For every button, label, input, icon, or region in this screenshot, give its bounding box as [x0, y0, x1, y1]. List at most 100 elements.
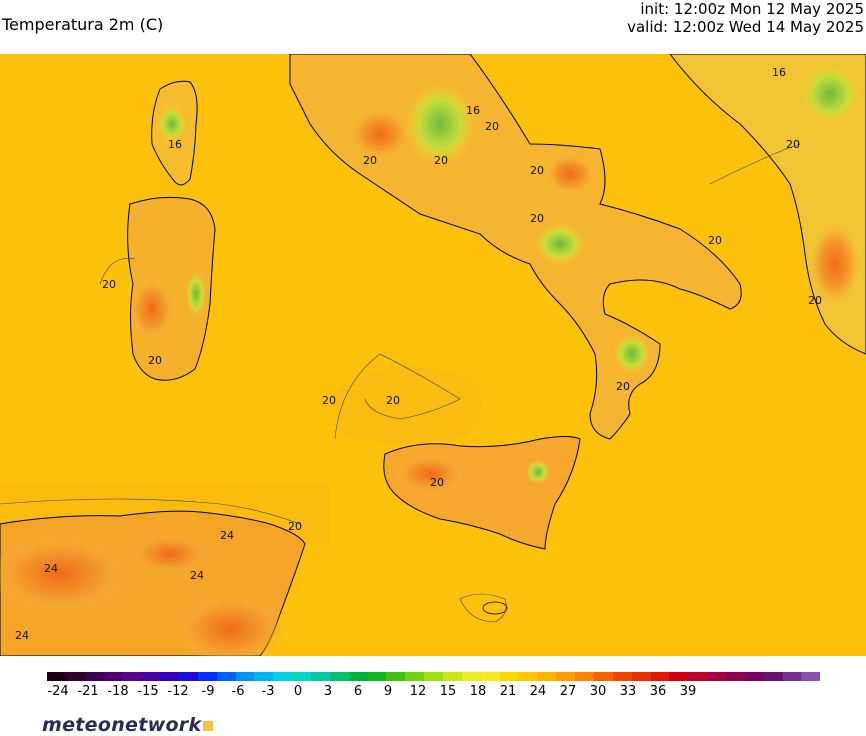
contour-label: 24 — [190, 569, 204, 582]
colorbar-tick-label: 27 — [559, 684, 577, 699]
colorbar-swatch — [405, 672, 425, 681]
colorbar-swatch — [669, 672, 689, 681]
colorbar-swatch — [801, 672, 821, 681]
heat-core-lazio — [350, 109, 410, 159]
cool-core-albania — [800, 64, 860, 124]
colorbar-swatch — [103, 672, 123, 681]
contour-label: 20 — [485, 120, 499, 133]
colorbar-swatch — [386, 672, 406, 681]
colorbar-swatch — [612, 672, 632, 681]
contour-label: 20 — [786, 138, 800, 151]
heat-core-algeria — [0, 534, 130, 614]
brand-square-icon — [203, 721, 214, 731]
heat-core-tunisia-coast — [130, 534, 210, 574]
colorbar-swatch — [141, 672, 161, 681]
colorbar-swatch — [480, 672, 500, 681]
contour-label: 20 — [808, 294, 822, 307]
contour-label: 20 — [616, 380, 630, 393]
heat-core-tunisia — [175, 594, 285, 656]
colorbar-tick-label: 6 — [353, 684, 363, 699]
colorbar-swatch — [744, 672, 764, 681]
colorbar-swatch — [160, 672, 180, 681]
colorbar-swatch — [537, 672, 557, 681]
colorbar-swatch — [424, 672, 444, 681]
contour-label: 24 — [220, 529, 234, 542]
brand-logo: meteonetwork — [42, 714, 214, 736]
colorbar-swatch — [292, 672, 312, 681]
colorbar-swatch — [707, 672, 726, 681]
cool-core-sardinia — [186, 272, 206, 316]
colorbar-swatch — [575, 672, 594, 681]
colorbar-swatch — [461, 672, 481, 681]
colorbar-tick-label: 30 — [589, 684, 607, 699]
land-malta — [482, 601, 508, 615]
colorbar-tick-label: 24 — [529, 684, 547, 699]
colorbar-swatch — [593, 672, 613, 681]
colorbar-tick-label: -21 — [77, 684, 99, 699]
contour-label: 20 — [430, 476, 444, 489]
brand-name: meteonetwork — [42, 714, 202, 736]
colorbar-swatch — [782, 672, 802, 681]
sea-warm-patch — [330, 367, 483, 444]
colorbar-swatch — [122, 672, 142, 681]
map-title: Temperatura 2m (C) — [2, 15, 164, 34]
colorbar-swatch — [348, 672, 368, 681]
colorbar-tick-label: 0 — [293, 684, 303, 699]
colorbar-swatch — [235, 672, 255, 681]
contour-20-ionian — [709, 143, 801, 185]
colorbar-ticks: -24 -21 -18 -15 -12 -9 -6 -3 0 3 6 9 12 15 18 21 24 27 30 3… — [0, 684, 866, 700]
cool-core-apennines — [405, 84, 475, 164]
colorbar-swatch — [367, 672, 387, 681]
colorbar-tick-label: 12 — [409, 684, 427, 699]
colorbar-tick-label: -9 — [201, 684, 215, 699]
heat-core-greece-coast — [810, 224, 860, 304]
contour-label: 20 — [148, 354, 162, 367]
colorbar-swatch — [84, 672, 104, 681]
colorbar-swatch — [688, 672, 708, 681]
colorbar-swatch — [443, 672, 462, 681]
cool-core-basilicata — [535, 224, 585, 264]
contour-label: 20 — [530, 164, 544, 177]
colorbar-tick-label: -18 — [107, 684, 129, 699]
colorbar-tick-label: -6 — [231, 684, 245, 699]
contour-label: 20 — [102, 278, 116, 291]
colorbar-swatch — [273, 672, 293, 681]
contour-20-malta — [459, 593, 507, 623]
heat-core-sardinia — [130, 279, 174, 339]
colorbar-swatch — [725, 672, 745, 681]
colorbar-swatch — [47, 672, 66, 681]
heat-core-puglia — [545, 154, 595, 194]
init-time: init: 12:00z Mon 12 May 2025 — [640, 0, 864, 18]
colorbar-swatch — [763, 672, 783, 681]
valid-time: valid: 12:00z Wed 14 May 2025 — [627, 18, 864, 36]
contour-label: 24 — [15, 629, 29, 642]
contour-label: 20 — [363, 154, 377, 167]
contour-label: 20 — [386, 394, 400, 407]
cool-core-etna — [526, 460, 550, 484]
run-info: init: 12:00z Mon 12 May 2025 valid: 12:0… — [627, 0, 864, 36]
heat-core-sicily — [395, 454, 465, 494]
contour-20-south — [334, 353, 461, 440]
colorbar-swatch — [216, 672, 236, 681]
contour-20-libya — [0, 498, 301, 525]
colorbar-swatch — [499, 672, 519, 681]
colorbar-swatch — [556, 672, 576, 681]
colorbar-swatch — [650, 672, 670, 681]
colorbar-tick-label: -3 — [261, 684, 275, 699]
colorbar-swatch — [631, 672, 651, 681]
colorbar-swatch — [329, 672, 349, 681]
colorbar-tick-label: 3 — [323, 684, 333, 699]
colorbar-swatch — [197, 672, 217, 681]
contour-label: 16 — [772, 66, 786, 79]
contour-label: 16 — [466, 104, 480, 117]
contour-label: 16 — [168, 138, 182, 151]
colorbar-swatch — [65, 672, 85, 681]
colorbar-tick-label: 15 — [439, 684, 457, 699]
contour-label: 20 — [530, 212, 544, 225]
cool-core-calabria — [614, 334, 650, 374]
contour-label: 20 — [288, 520, 302, 533]
colorbar-tick-label: -24 — [47, 684, 69, 699]
contour-label: 20 — [322, 394, 336, 407]
colorbar-swatch — [179, 672, 198, 681]
colorbar-tick-label: 33 — [619, 684, 637, 699]
